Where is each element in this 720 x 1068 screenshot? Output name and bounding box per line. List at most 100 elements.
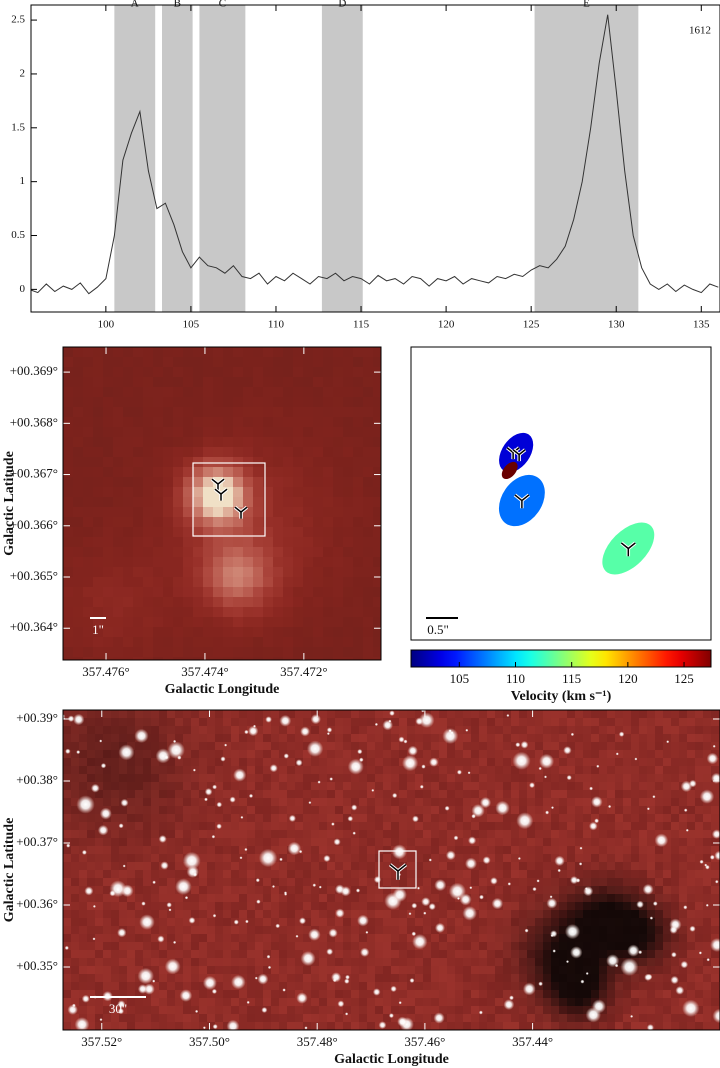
pixel: [567, 806, 575, 814]
pixel: [447, 918, 455, 926]
pixel: [607, 838, 615, 846]
pixel: [295, 790, 303, 798]
zoom-box: [378, 850, 417, 889]
pixel: [207, 798, 215, 806]
pixel: [503, 726, 511, 734]
pixel: [535, 750, 543, 758]
pixel: [439, 750, 447, 758]
pixel: [327, 758, 335, 766]
pixel: [123, 557, 133, 567]
pixel: [363, 377, 373, 387]
pixel: [695, 934, 703, 942]
pixel: [63, 878, 71, 886]
star: [81, 994, 90, 1003]
pixel: [313, 347, 323, 357]
pixel: [311, 734, 319, 742]
pixel: [383, 998, 391, 1006]
pixel: [551, 1006, 559, 1014]
pixel: [83, 417, 93, 427]
pixel: [87, 902, 95, 910]
pixel: [143, 822, 151, 830]
pixel: [543, 734, 551, 742]
pixel: [303, 417, 313, 427]
pixel: [599, 926, 607, 934]
pixel: [263, 557, 273, 567]
star: [620, 958, 639, 976]
pixel: [239, 894, 247, 902]
pixel: [711, 902, 719, 910]
pixel: [551, 1022, 559, 1030]
pixel: [327, 958, 335, 966]
pixel: [639, 806, 647, 814]
pixel: [599, 838, 607, 846]
pixel: [191, 942, 199, 950]
pixel: [503, 982, 511, 990]
pixel: [391, 918, 399, 926]
pixel: [519, 950, 527, 958]
pixel: [175, 934, 183, 942]
star: [634, 757, 638, 761]
pixel: [255, 710, 263, 718]
colorbar-tick-label: 105: [450, 671, 470, 686]
pixel: [639, 734, 647, 742]
star: [65, 748, 71, 754]
pixel: [223, 347, 233, 357]
pixel: [63, 750, 71, 758]
pixel: [143, 517, 153, 527]
pixel: [293, 407, 303, 417]
pixel: [207, 854, 215, 862]
pixel: [479, 886, 487, 894]
pixel: [367, 1014, 375, 1022]
pixel: [63, 387, 73, 397]
pixel: [423, 926, 431, 934]
pixel: [167, 1022, 175, 1030]
pixel: [583, 854, 591, 862]
pixel: [487, 854, 495, 862]
pixel: [431, 846, 439, 854]
pixel: [373, 447, 381, 457]
pixel: [559, 950, 567, 958]
pixel: [223, 1006, 231, 1014]
pixel: [287, 726, 295, 734]
pixel: [391, 750, 399, 758]
pixel: [363, 447, 373, 457]
pixel: [93, 497, 103, 507]
pixel: [431, 990, 439, 998]
pixel: [127, 894, 135, 902]
pixel: [295, 718, 303, 726]
pixel: [439, 758, 447, 766]
pixel: [167, 734, 175, 742]
pixel: [303, 367, 313, 377]
pixel: [215, 902, 223, 910]
pixel: [183, 742, 191, 750]
star: [546, 897, 558, 909]
pixel: [415, 998, 423, 1006]
star: [402, 755, 419, 772]
pixel: [119, 934, 127, 942]
pixel: [313, 577, 323, 587]
pixel: [447, 982, 455, 990]
pixel: [455, 942, 463, 950]
pixel: [71, 822, 79, 830]
pixel: [335, 918, 343, 926]
pixel: [511, 846, 519, 854]
pixel: [191, 926, 199, 934]
pixel: [375, 734, 383, 742]
pixel: [679, 1014, 687, 1022]
pixel: [127, 838, 135, 846]
pixel: [487, 718, 495, 726]
star: [212, 784, 218, 790]
pixel: [375, 822, 383, 830]
pixel: [273, 627, 283, 637]
pixel: [367, 958, 375, 966]
pixel: [113, 577, 123, 587]
pixel: [71, 806, 79, 814]
colorbar-tick-label: 115: [562, 671, 581, 686]
pixel: [247, 822, 255, 830]
pixel: [255, 902, 263, 910]
pixel: [247, 942, 255, 950]
pixel: [663, 766, 671, 774]
pixel: [519, 838, 527, 846]
pixel: [79, 782, 87, 790]
pixel: [293, 497, 303, 507]
